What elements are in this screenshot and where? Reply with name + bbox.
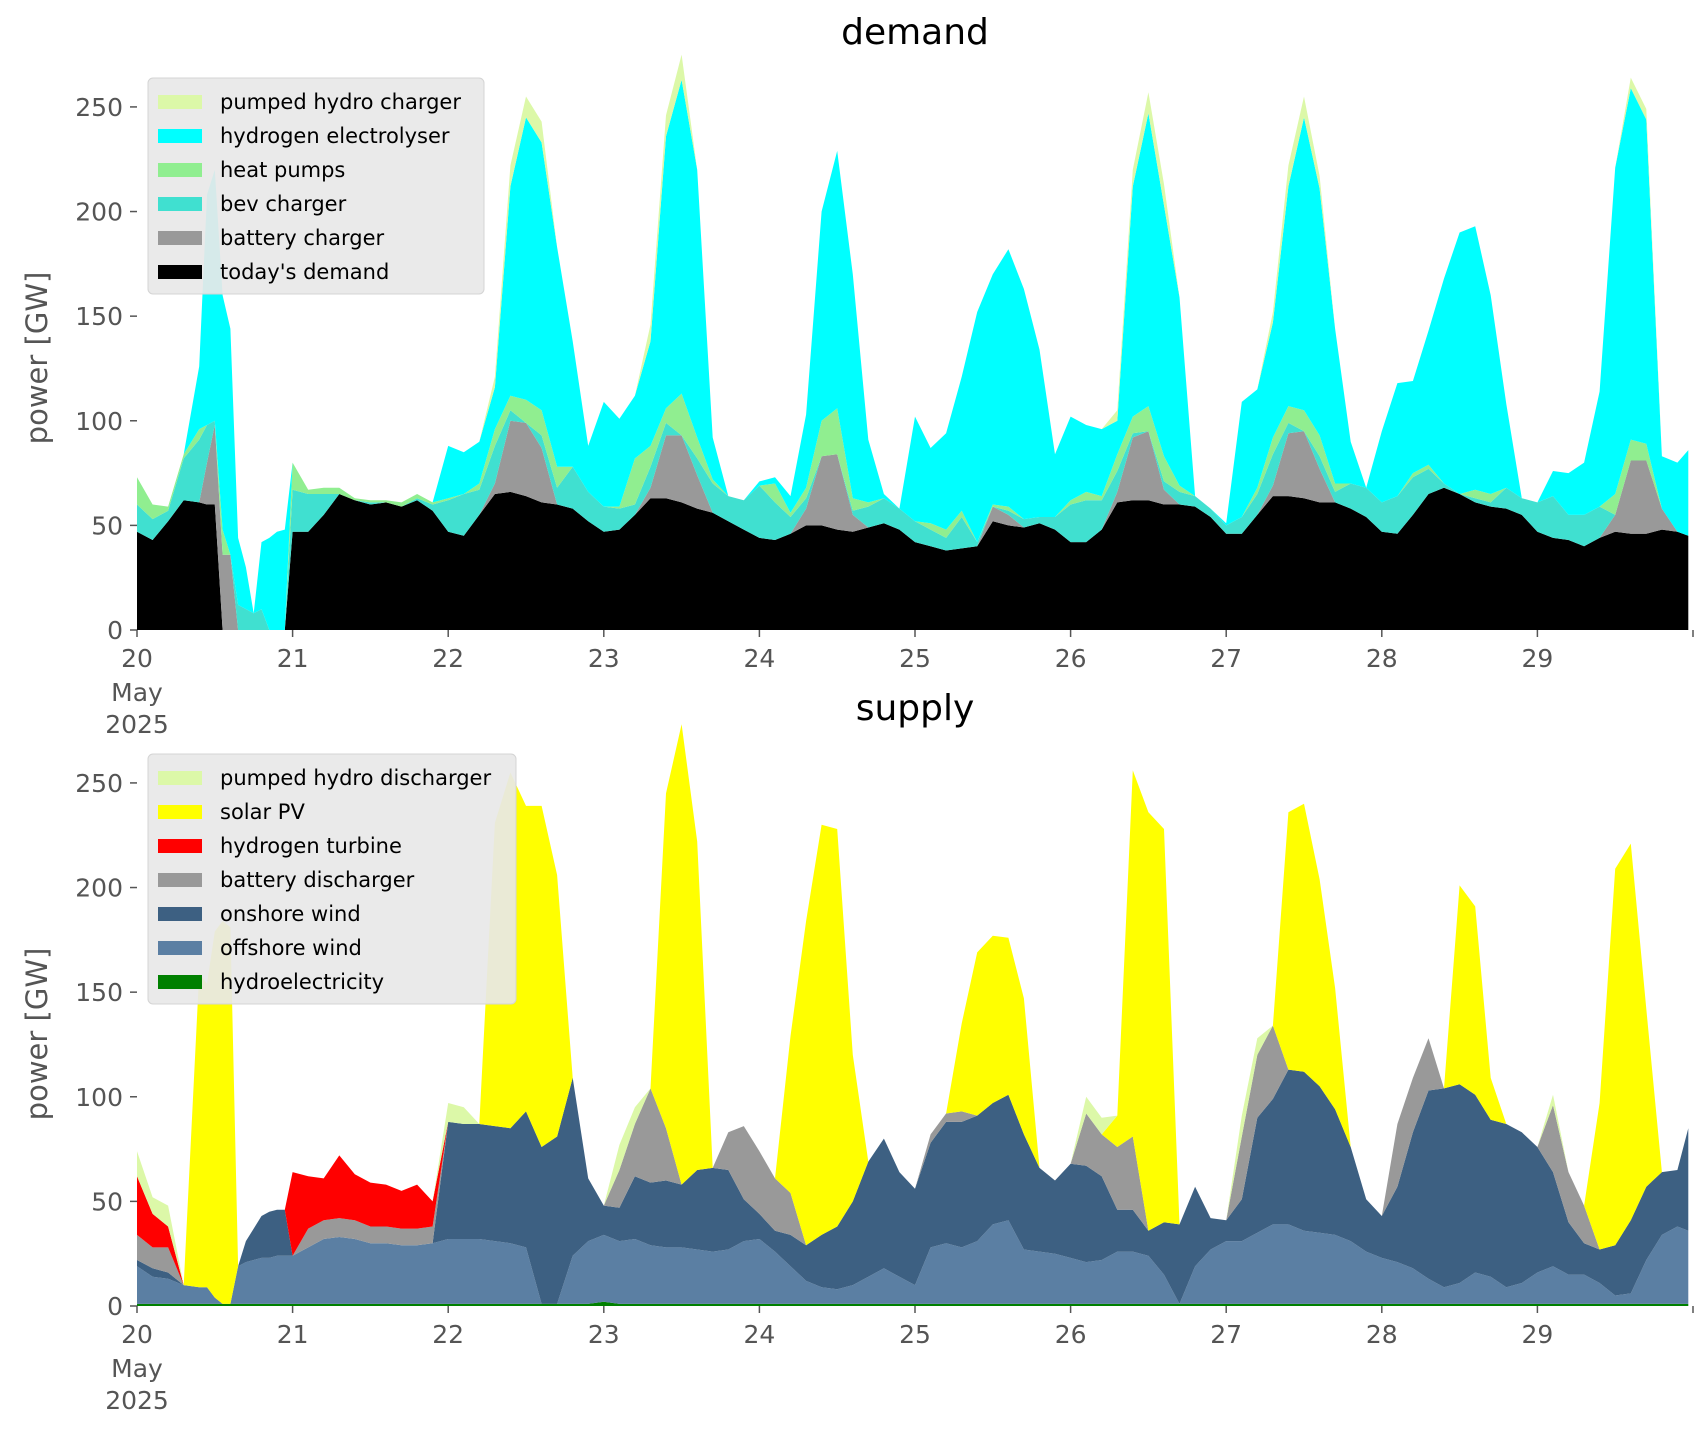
x-tick-label: 24 [743,1320,775,1349]
legend-label-hydrogen-turbine: hydrogen turbine [220,834,402,858]
x-tick-label: 27 [1210,1320,1242,1349]
x-tick-label: 27 [1210,644,1242,673]
x-tick-label: 25 [899,1320,931,1349]
y-tick-label: 100 [75,407,123,436]
legend-label-offshore-wind: offshore wind [220,936,362,960]
y-axis-label: power [GW] [20,272,54,445]
x-tick-label: 26 [1055,1320,1087,1349]
legend-label-battery-discharger: battery discharger [220,868,415,892]
legend-label-heat-pumps: heat pumps [220,158,345,182]
x-tick-label: 22 [432,644,464,673]
y-tick-label: 200 [75,198,123,227]
legend-label-pumped-hydro-charger: pumped hydro charger [220,90,461,114]
legend-swatch-hydrogen-electrolyser [158,129,202,143]
supply-chart: supply 0 50 100 150 200 250 20 21 22 23 24 25 26 27 28 2… [20,688,1694,1415]
legend-label-solar-pv: solar PV [220,800,305,824]
legend-label-hydroelectricity: hydroelectricity [220,970,384,994]
x-tick-label: 24 [743,644,775,673]
legend-box [147,753,517,1005]
area-layer [137,724,1689,1306]
y-tick-label: 50 [91,1187,123,1216]
legend: pumped hydro discharger solar PV hydrogen … [147,753,517,1005]
x-tick-label: 25 [899,644,931,673]
x-tick-label: 29 [1521,644,1553,673]
y-tick-label: 200 [75,874,123,903]
legend-swatch-today-s-demand [158,265,202,279]
x-tick-label: 26 [1055,644,1087,673]
legend-swatch-bev-charger [158,197,202,211]
x-tick-label: 21 [277,644,309,673]
x-tick-label: 29 [1521,1320,1553,1349]
legend-label-bev-charger: bev charger [220,192,347,216]
legend-swatch-battery-charger [158,231,202,245]
legend-swatch-pumped-hydro-charger [158,95,202,109]
area-layer [137,54,1689,630]
x-tick-sublabel: 2025 [105,1386,169,1415]
y-axis-label: power [GW] [20,948,54,1121]
x-tick-sublabel: May [111,678,163,707]
legend-label-battery-charger: battery charger [220,226,385,250]
area-today-s-demand [137,487,1689,630]
legend-swatch-onshore-wind [158,907,202,921]
x-tick-label: 20 [121,644,153,673]
area-hydrogen-electrolyser [137,79,1689,630]
legend-swatch-offshore-wind [158,941,202,955]
demand-chart: demand 0 50 100 150 200 250 20 21 22 23 24 25 26 27 28 2… [20,12,1694,739]
x-tick-label: 23 [588,644,620,673]
legend-swatch-heat-pumps [158,163,202,177]
legend-label-hydrogen-electrolyser: hydrogen electrolyser [220,124,450,148]
y-tick-label: 0 [107,1292,123,1321]
y-tick-label: 150 [75,978,123,1007]
x-tick-label: 21 [277,1320,309,1349]
x-tick-label: 28 [1366,644,1398,673]
y-tick-label: 50 [91,511,123,540]
y-tick-label: 250 [75,769,123,798]
chart-title: supply [856,688,975,729]
x-tick-sublabel: May [111,1354,163,1383]
chart-title: demand [841,12,989,53]
x-tick-sublabel: 2025 [105,710,169,739]
y-tick-label: 100 [75,1083,123,1112]
x-tick-label: 23 [588,1320,620,1349]
legend-swatch-battery-discharger [158,873,202,887]
area-solar-pv [137,724,1689,1304]
y-tick-label: 0 [107,616,123,645]
legend-label-today-s-demand: today's demand [220,260,389,284]
y-tick-label: 250 [75,93,123,122]
y-tick-label: 150 [75,302,123,331]
area-onshore-wind [137,1069,1689,1304]
legend-box [147,77,485,295]
legend: pumped hydro charger hydrogen electrolyse… [147,77,485,295]
x-tick-label: 28 [1366,1320,1398,1349]
legend-label-pumped-hydro-discharger: pumped hydro discharger [220,766,491,790]
legend-swatch-hydrogen-turbine [158,839,202,853]
legend-swatch-hydroelectricity [158,975,202,989]
x-tick-label: 22 [432,1320,464,1349]
area-battery-charger [137,420,1689,630]
legend-label-onshore-wind: onshore wind [220,902,361,926]
legend-swatch-pumped-hydro-discharger [158,771,202,785]
x-tick-label: 20 [121,1320,153,1349]
legend-swatch-solar-pv [158,805,202,819]
area-bev-charger [137,410,1689,630]
area-offshore-wind [137,1220,1689,1304]
